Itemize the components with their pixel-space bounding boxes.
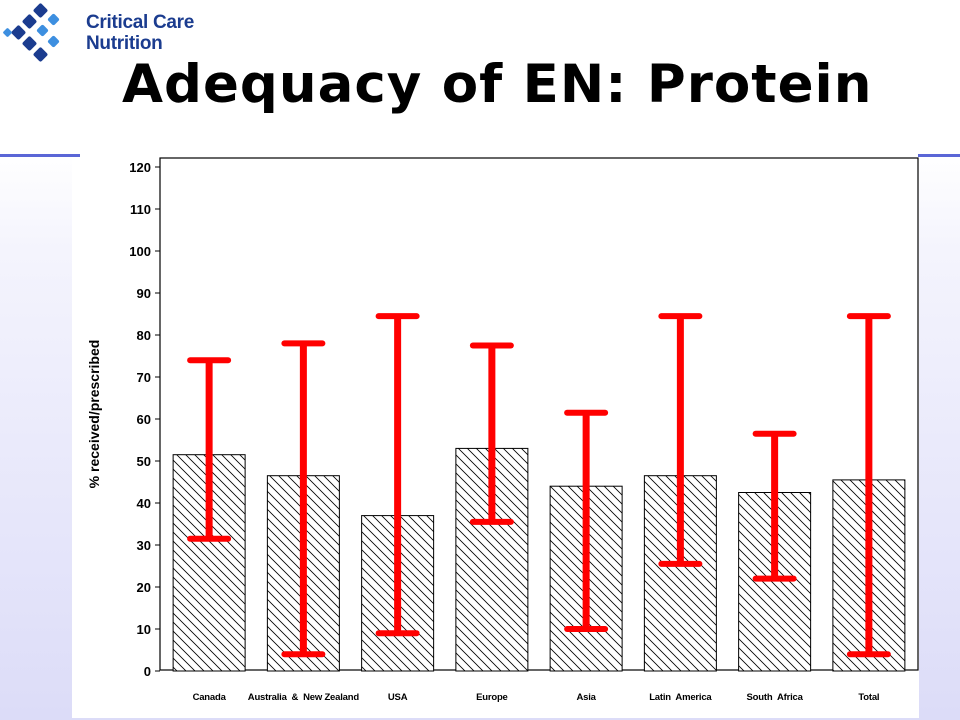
brand-line-1: Critical Care — [86, 12, 195, 33]
x-tick-label: Latin America — [649, 692, 712, 703]
x-tick-label: Canada — [193, 692, 227, 703]
x-tick-label: Asia — [576, 692, 596, 703]
y-tick-label: 50 — [137, 454, 151, 469]
y-tick-label: 80 — [137, 328, 151, 343]
x-tick-label: Europe — [476, 692, 508, 703]
plot-frame — [159, 157, 919, 671]
y-tick-label: 40 — [137, 496, 151, 511]
title-rule-right — [918, 154, 960, 157]
y-tick-label: 10 — [137, 622, 151, 637]
page-title: Adequacy of EN: Protein — [122, 54, 873, 115]
y-tick-label: 20 — [137, 580, 151, 595]
bar-chart: 0 10 20 30 40 50 60 70 80 90 100 110 120 % received/p… — [86, 157, 919, 703]
y-tick-label: 70 — [137, 370, 151, 385]
y-tick-label: 110 — [130, 202, 151, 217]
x-tick-label: Total — [858, 692, 879, 703]
y-tick-label: 100 — [129, 244, 151, 259]
y-tick-label: 90 — [137, 286, 151, 301]
y-tick-label: 60 — [137, 412, 151, 427]
brand-name: Critical Care Nutrition — [86, 12, 194, 54]
y-axis-label: % received/prescribed — [86, 340, 102, 489]
y-tick-label: 30 — [137, 538, 151, 553]
x-tick-label: South Africa — [747, 692, 804, 703]
title-rule-left — [0, 154, 80, 157]
y-tick-label: 0 — [144, 664, 151, 679]
brand-line-2: Nutrition — [86, 33, 163, 54]
x-tick-label: Australia & New Zealand — [248, 692, 360, 703]
ccn-logo-icon — [3, 3, 60, 62]
x-tick-label: USA — [388, 692, 408, 703]
y-tick-label: 120 — [129, 160, 151, 175]
